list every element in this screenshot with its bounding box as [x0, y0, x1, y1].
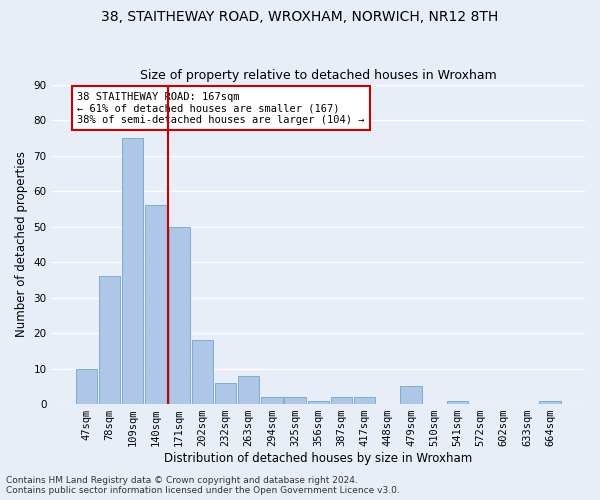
X-axis label: Distribution of detached houses by size in Wroxham: Distribution of detached houses by size …: [164, 452, 472, 465]
Bar: [76, 368, 97, 404]
Bar: [539, 400, 561, 404]
Text: Contains HM Land Registry data © Crown copyright and database right 2024.
Contai: Contains HM Land Registry data © Crown c…: [6, 476, 400, 495]
Bar: [284, 397, 306, 404]
Title: Size of property relative to detached houses in Wroxham: Size of property relative to detached ho…: [140, 69, 497, 82]
Text: 38 STAITHEWAY ROAD: 167sqm
← 61% of detached houses are smaller (167)
38% of sem: 38 STAITHEWAY ROAD: 167sqm ← 61% of deta…: [77, 92, 365, 125]
Bar: [331, 397, 352, 404]
Bar: [238, 376, 259, 404]
Bar: [261, 397, 283, 404]
Text: 38, STAITHEWAY ROAD, WROXHAM, NORWICH, NR12 8TH: 38, STAITHEWAY ROAD, WROXHAM, NORWICH, N…: [101, 10, 499, 24]
Bar: [215, 383, 236, 404]
Bar: [446, 400, 468, 404]
Bar: [308, 400, 329, 404]
Bar: [400, 386, 422, 404]
Bar: [145, 206, 167, 404]
Bar: [122, 138, 143, 404]
Bar: [169, 226, 190, 404]
Bar: [99, 276, 120, 404]
Bar: [354, 397, 375, 404]
Y-axis label: Number of detached properties: Number of detached properties: [15, 152, 28, 338]
Bar: [191, 340, 213, 404]
